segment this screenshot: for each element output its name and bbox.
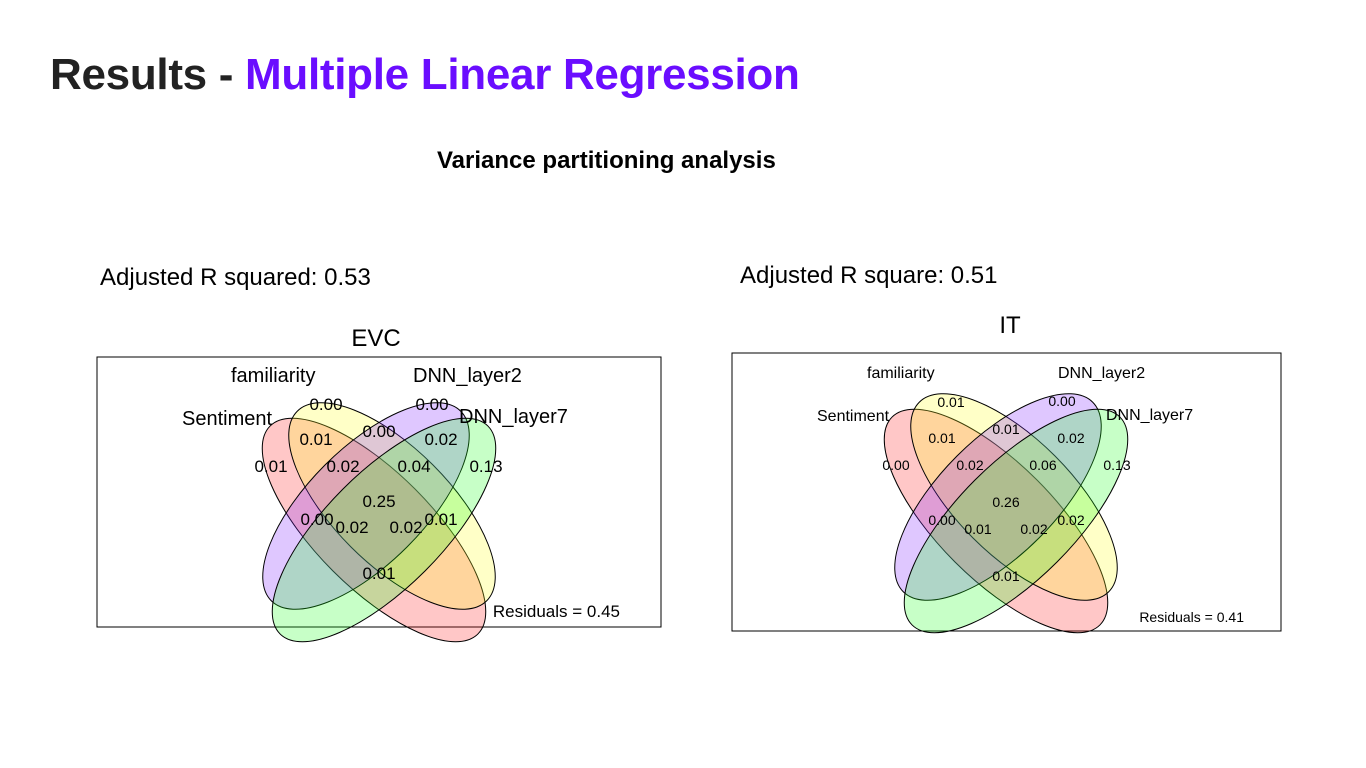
region-all-four: 0.25 bbox=[362, 492, 395, 511]
region-all-four: 0.26 bbox=[992, 494, 1019, 510]
adjusted-r2-it: Adjusted R square: 0.51 bbox=[740, 262, 998, 289]
region-dnn-layer2-dnn-layer7: 0.02 bbox=[424, 430, 457, 449]
region-sentiment-familiarity-dnn-layer2: 0.02 bbox=[326, 457, 359, 476]
region-familiarity-dnn-layer2: 0.00 bbox=[362, 422, 395, 441]
venn-frame bbox=[731, 352, 1282, 632]
region-sentiment-familiarity-dnn-layer7: 0.02 bbox=[335, 518, 368, 537]
region-dnn-layer7-only: 0.13 bbox=[1103, 457, 1130, 473]
region-sentiment-dnn-layer7: 0.01 bbox=[362, 564, 395, 583]
region-dnn-layer2-dnn-layer7: 0.02 bbox=[1057, 430, 1084, 446]
adjusted-r2-evc: Adjusted R squared: 0.53 bbox=[100, 264, 371, 291]
set-label-familiarity: familiarity bbox=[231, 365, 315, 387]
venn-title: IT bbox=[999, 312, 1021, 339]
set-sentiment-ellipse bbox=[883, 408, 1109, 634]
set-label-dnn-layer2: DNN_layer2 bbox=[413, 365, 522, 387]
set-dnn-layer2-ellipse bbox=[262, 402, 470, 610]
region-sentiment-dnn-layer2: 0.00 bbox=[300, 510, 333, 529]
residuals-label: Residuals = 0.45 bbox=[493, 602, 620, 621]
set-dnn-layer7-ellipse bbox=[271, 417, 497, 643]
region-sentiment-dnn-layer2-dnn-layer7: 0.02 bbox=[389, 518, 422, 537]
region-familiarity-only: 0.00 bbox=[309, 395, 342, 414]
region-sentiment-familiarity: 0.01 bbox=[299, 430, 332, 449]
region-familiarity-dnn-layer2: 0.01 bbox=[992, 421, 1019, 437]
venn-diagram-evc: EVC Sentiment familiarity DNN_layer2 DNN… bbox=[96, 325, 662, 643]
region-sentiment-only: 0.00 bbox=[882, 457, 909, 473]
slide-subtitle: Variance partitioning analysis bbox=[437, 147, 776, 174]
slide-title: Results - Multiple Linear Regression bbox=[50, 50, 800, 100]
region-sentiment-dnn-layer2-dnn-layer7: 0.02 bbox=[1020, 521, 1047, 537]
region-sentiment-dnn-layer2: 0.00 bbox=[928, 512, 955, 528]
set-dnn-layer2-ellipse bbox=[894, 393, 1102, 601]
region-dnn-layer2-only: 0.00 bbox=[1048, 393, 1075, 409]
set-label-sentiment: Sentiment bbox=[182, 408, 272, 430]
region-sentiment-dnn-layer7: 0.01 bbox=[992, 568, 1019, 584]
region-sentiment-familiarity-dnn-layer7: 0.01 bbox=[964, 521, 991, 537]
set-label-dnn-layer7: DNN_layer7 bbox=[1106, 407, 1193, 424]
set-label-dnn-layer7: DNN_layer7 bbox=[459, 406, 568, 428]
set-familiarity-ellipse bbox=[910, 393, 1118, 601]
region-familiarity-only: 0.01 bbox=[937, 394, 964, 410]
region-sentiment-familiarity: 0.01 bbox=[928, 430, 955, 446]
region-familiarity-dnn-layer7: 0.02 bbox=[1057, 512, 1084, 528]
venn-frame bbox=[96, 356, 662, 628]
region-sentiment-familiarity-dnn-layer2: 0.02 bbox=[956, 457, 983, 473]
set-sentiment-ellipse bbox=[261, 417, 487, 643]
region-familiarity-dnn-layer2-dnn-layer7: 0.04 bbox=[397, 457, 430, 476]
set-label-familiarity: familiarity bbox=[867, 365, 935, 382]
region-familiarity-dnn-layer7: 0.01 bbox=[424, 510, 457, 529]
region-familiarity-dnn-layer2-dnn-layer7: 0.06 bbox=[1029, 457, 1056, 473]
region-sentiment-only: 0.01 bbox=[254, 457, 287, 476]
set-familiarity-ellipse bbox=[288, 402, 496, 610]
set-label-sentiment: Sentiment bbox=[817, 408, 890, 425]
venn-title: EVC bbox=[351, 325, 400, 352]
slide-title-accent: Multiple Linear Regression bbox=[245, 50, 800, 99]
region-dnn-layer2-only: 0.00 bbox=[415, 395, 448, 414]
slide-title-prefix: Results - bbox=[50, 50, 246, 99]
set-label-dnn-layer2: DNN_layer2 bbox=[1058, 365, 1145, 382]
residuals-label: Residuals = 0.41 bbox=[1139, 609, 1244, 625]
region-dnn-layer7-only: 0.13 bbox=[469, 457, 502, 476]
venn-diagram-it: IT Sentiment familiarity DNN_layer2 DNN_… bbox=[731, 312, 1282, 634]
set-dnn-layer7-ellipse bbox=[903, 408, 1129, 634]
